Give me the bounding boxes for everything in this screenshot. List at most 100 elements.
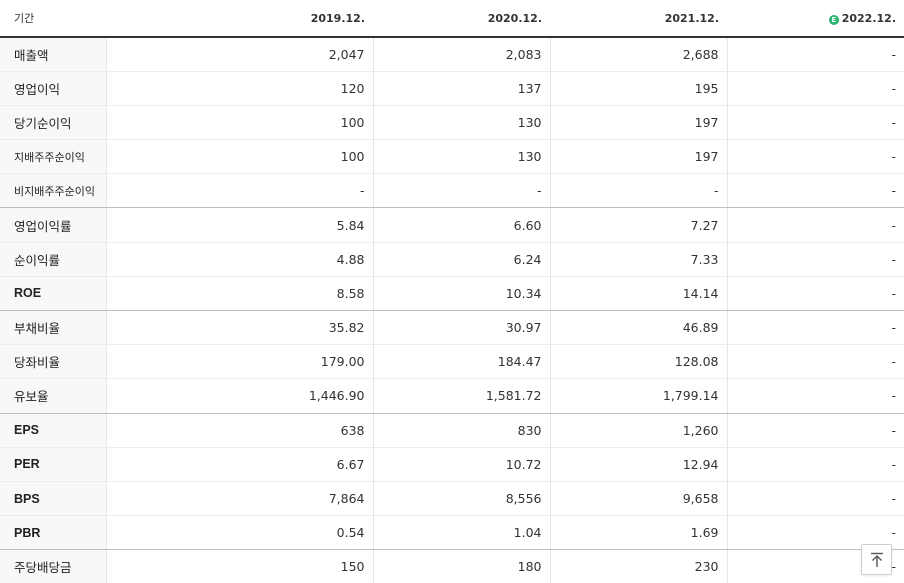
table-row: 유보율 1,446.90 1,581.72 1,799.14 - [0, 378, 904, 414]
table-cell: 230 [549, 549, 727, 583]
table-cell: 30.97 [372, 310, 550, 346]
table-row: 당좌비율 179.00 184.47 128.08 - [0, 344, 904, 380]
table-cell: - [726, 71, 904, 106]
table-row: 매출액 2,047 2,083 2,688 - [0, 37, 904, 72]
table-cell: 184.47 [372, 344, 550, 380]
table-cell: 14.14 [549, 276, 727, 312]
table-cell: 6.67 [105, 447, 373, 482]
table-row: PBR 0.54 1.04 1.69 - [0, 515, 904, 551]
table-cell: 638 [105, 413, 373, 448]
table-cell: - [726, 207, 904, 243]
table-cell: 1,260 [549, 413, 727, 448]
table-cell: 2,083 [372, 37, 550, 72]
table-cell: 130 [372, 105, 550, 141]
table-cell: 197 [549, 105, 727, 141]
table-cell: 7.33 [549, 242, 727, 277]
table-cell: 1,799.14 [549, 378, 727, 414]
table-cell: 1.69 [549, 515, 727, 551]
row-label: 부채비율 [0, 310, 106, 346]
table-cell: 100 [105, 105, 373, 141]
row-label: 영업이익 [0, 71, 106, 106]
table-cell: 35.82 [105, 310, 373, 346]
table-cell: 7.27 [549, 207, 727, 243]
column-header-2019: 2019.12. [106, 0, 373, 38]
table-cell: 7,864 [105, 481, 373, 517]
table-cell: 8,556 [372, 481, 550, 517]
row-label: PER [0, 447, 106, 482]
column-header-2022-label: 2022.12. [841, 11, 896, 25]
table-cell: 10.72 [372, 447, 550, 482]
table-cell: - [726, 139, 904, 175]
row-label: ROE [0, 276, 106, 312]
table-cell: 180 [372, 549, 550, 583]
row-label: 비지배주주순이익 [0, 173, 106, 209]
scroll-to-top-button[interactable] [861, 544, 892, 575]
table-cell: 2,688 [549, 37, 727, 72]
table-row: ROE 8.58 10.34 14.14 - [0, 276, 904, 312]
row-label: PBR [0, 515, 106, 551]
table-cell: 1,446.90 [105, 378, 373, 414]
table-cell: 137 [372, 71, 550, 106]
table-cell: - [549, 173, 727, 209]
table-cell: - [726, 173, 904, 209]
period-header: 기간 [0, 0, 106, 38]
column-header-2022-estimate: E 2022.12. [727, 0, 904, 38]
table-row: 당기순이익 100 130 197 - [0, 105, 904, 141]
row-label: 순이익률 [0, 242, 106, 277]
table-cell: - [105, 173, 373, 209]
row-label: 지배주주순이익 [0, 139, 106, 175]
table-cell: 6.60 [372, 207, 550, 243]
table-cell: - [726, 378, 904, 414]
row-label: 유보율 [0, 378, 106, 414]
row-label: BPS [0, 481, 106, 517]
table-cell: 4.88 [105, 242, 373, 277]
estimate-badge-icon: E [828, 14, 839, 25]
column-header-2020: 2020.12. [373, 0, 550, 38]
table-cell: 0.54 [105, 515, 373, 551]
row-label: 주당배당금 [0, 549, 106, 583]
table-cell: 1,581.72 [372, 378, 550, 414]
table-cell: 830 [372, 413, 550, 448]
table-row: 주당배당금 150 180 230 - [0, 549, 904, 583]
table-cell: 10.34 [372, 276, 550, 312]
table-cell: 195 [549, 71, 727, 106]
table-cell: 197 [549, 139, 727, 175]
table-cell: 9,658 [549, 481, 727, 517]
table-cell: - [726, 310, 904, 346]
table-row: 비지배주주순이익 - - - - [0, 173, 904, 209]
table-cell: - [726, 344, 904, 380]
table-row: EPS 638 830 1,260 - [0, 413, 904, 448]
table-row: 영업이익 120 137 195 - [0, 71, 904, 106]
table-cell: - [372, 173, 550, 209]
table-cell: 8.58 [105, 276, 373, 312]
row-label: 당좌비율 [0, 344, 106, 380]
table-cell: - [726, 37, 904, 72]
table-cell: 120 [105, 71, 373, 106]
table-cell: - [726, 447, 904, 482]
table-cell: 1.04 [372, 515, 550, 551]
table-cell: 179.00 [105, 344, 373, 380]
table-row: PER 6.67 10.72 12.94 - [0, 447, 904, 482]
row-label: 영업이익률 [0, 207, 106, 243]
table-cell: 6.24 [372, 242, 550, 277]
table-cell: 100 [105, 139, 373, 175]
column-header-2021: 2021.12. [550, 0, 727, 38]
table-cell: 128.08 [549, 344, 727, 380]
table-cell: 130 [372, 139, 550, 175]
table-row: BPS 7,864 8,556 9,658 - [0, 481, 904, 517]
row-label: EPS [0, 413, 106, 448]
row-label: 매출액 [0, 37, 106, 72]
table-cell: - [726, 276, 904, 312]
table-row: 부채비율 35.82 30.97 46.89 - [0, 310, 904, 346]
table-cell: - [726, 413, 904, 448]
table-cell: - [726, 242, 904, 277]
table-row: 영업이익률 5.84 6.60 7.27 - [0, 207, 904, 243]
table-cell: 2,047 [105, 37, 373, 72]
table-cell: 12.94 [549, 447, 727, 482]
table-cell: - [726, 105, 904, 141]
table-cell: 46.89 [549, 310, 727, 346]
arrow-up-to-line-icon [870, 552, 883, 567]
table-row: 지배주주순이익 100 130 197 - [0, 139, 904, 175]
table-row: 순이익률 4.88 6.24 7.33 - [0, 242, 904, 277]
